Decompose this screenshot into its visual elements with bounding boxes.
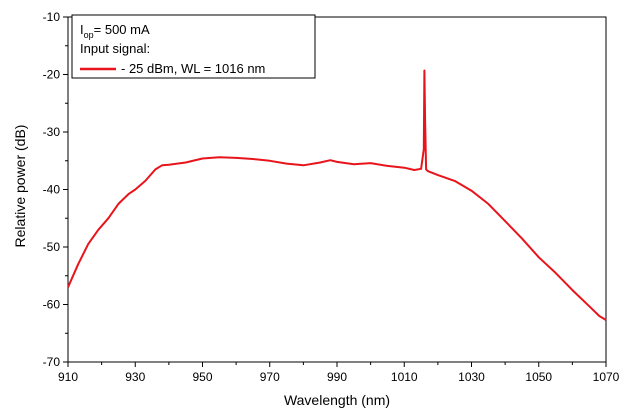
y-tick-labels: -70 -60 -50 -40 -30 -20 -10: [43, 10, 61, 369]
legend-operating-current: Iop= 500 mA: [80, 22, 150, 40]
y-tick-label: -70: [43, 355, 61, 369]
x-tick-label: 1030: [458, 370, 485, 384]
y-axis-title: Relative power (dB): [12, 125, 28, 248]
legend-series-label: - 25 dBm, WL = 1016 nm: [121, 61, 265, 76]
series-line: [67, 69, 607, 321]
x-tick-label: 930: [125, 370, 145, 384]
y-tick-label: -40: [43, 183, 61, 197]
x-tick-label: 950: [192, 370, 212, 384]
x-tick-label: 1010: [391, 370, 418, 384]
x-tick-label: 1070: [593, 370, 620, 384]
x-tick-label: 910: [58, 370, 78, 384]
y-tick-label: -50: [43, 240, 61, 254]
x-tick-labels: 910 930 950 970 990 1010 1030 1050 1070: [58, 370, 620, 384]
axis-ticks: [63, 16, 607, 367]
x-tick-label: 1050: [525, 370, 552, 384]
legend-box: [71, 14, 316, 79]
y-tick-label: -10: [43, 10, 61, 24]
legend-input-signal-label: Input signal:: [80, 41, 150, 56]
x-tick-label: 970: [260, 370, 280, 384]
y-tick-label: -20: [43, 68, 61, 82]
y-tick-label: -60: [43, 298, 61, 312]
series-layer: [67, 69, 607, 321]
x-tick-label: 990: [327, 370, 347, 384]
legend: Iop= 500 mA Input signal: - 25 dBm, WL =…: [71, 14, 316, 79]
x-axis-title: Wavelength (nm): [284, 392, 390, 408]
y-tick-label: -30: [43, 125, 61, 139]
